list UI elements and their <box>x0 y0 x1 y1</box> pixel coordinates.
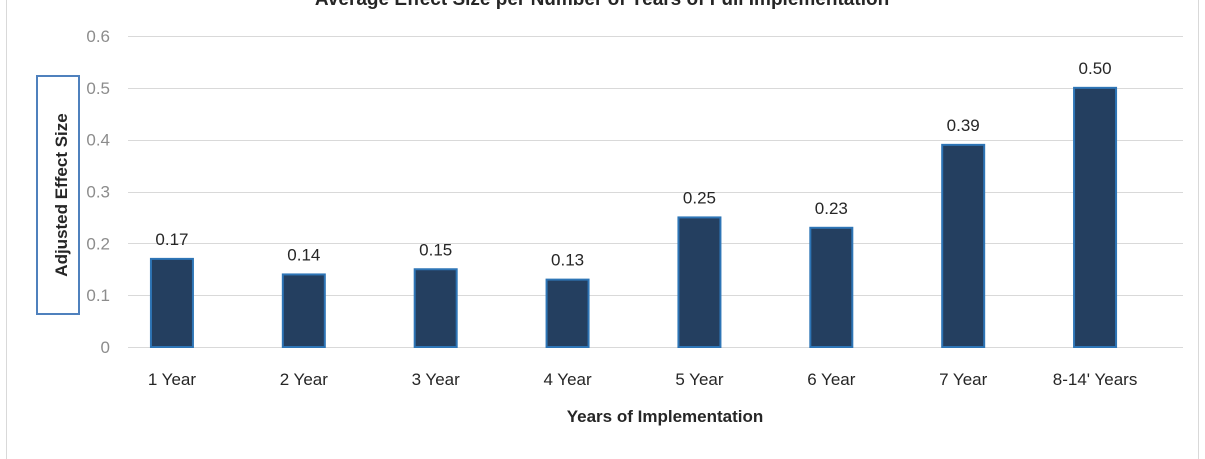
x-category-label: 7 Year <box>939 370 988 389</box>
y-tick-label: 0.4 <box>86 131 110 150</box>
y-tick-label: 0.6 <box>86 27 110 46</box>
y-tick-label: 0.3 <box>86 183 110 202</box>
y-tick-label: 0.1 <box>86 286 110 305</box>
data-label: 0.15 <box>419 240 452 259</box>
data-labels: 0.17 0.14 0.15 0.13 0.25 0.23 0.39 0.50 <box>155 59 1111 270</box>
y-axis-ticks: 0 0.1 0.2 0.3 0.4 0.5 0.6 <box>86 27 110 357</box>
y-axis-title-box <box>36 75 80 315</box>
bar <box>149 257 194 348</box>
y-tick-label: 0 <box>101 338 110 357</box>
x-axis-categories: 1 Year 2 Year 3 Year 4 Year 5 Year 6 Year 7 Ye… <box>148 370 1138 389</box>
x-category-label: 8-14' Years <box>1053 370 1138 389</box>
y-axis-title: Adjusted Effect Size <box>52 113 71 276</box>
bar <box>281 273 326 348</box>
bar <box>1073 86 1118 348</box>
data-label: 0.23 <box>815 199 848 218</box>
data-label: 0.17 <box>155 230 188 249</box>
x-category-label: 4 Year <box>543 370 592 389</box>
y-tick-label: 0.5 <box>86 79 110 98</box>
data-label: 0.50 <box>1079 59 1112 78</box>
x-category-label: 3 Year <box>412 370 461 389</box>
bar <box>545 278 590 348</box>
bar <box>413 268 458 348</box>
x-category-label: 2 Year <box>280 370 329 389</box>
data-label: 0.39 <box>947 116 980 135</box>
data-label: 0.25 <box>683 188 716 207</box>
chart-title: Average Effect Size per Number of Years … <box>315 0 889 10</box>
x-axis-title: Years of Implementation <box>567 407 764 426</box>
bar <box>809 226 854 349</box>
x-category-label: 6 Year <box>807 370 856 389</box>
x-category-label: 5 Year <box>675 370 724 389</box>
bar <box>941 143 986 348</box>
y-tick-label: 0.2 <box>86 234 110 253</box>
bar <box>677 216 722 348</box>
data-label: 0.14 <box>287 245 320 264</box>
x-category-label: 1 Year <box>148 370 197 389</box>
bars <box>149 86 1118 349</box>
data-label: 0.13 <box>551 251 584 270</box>
